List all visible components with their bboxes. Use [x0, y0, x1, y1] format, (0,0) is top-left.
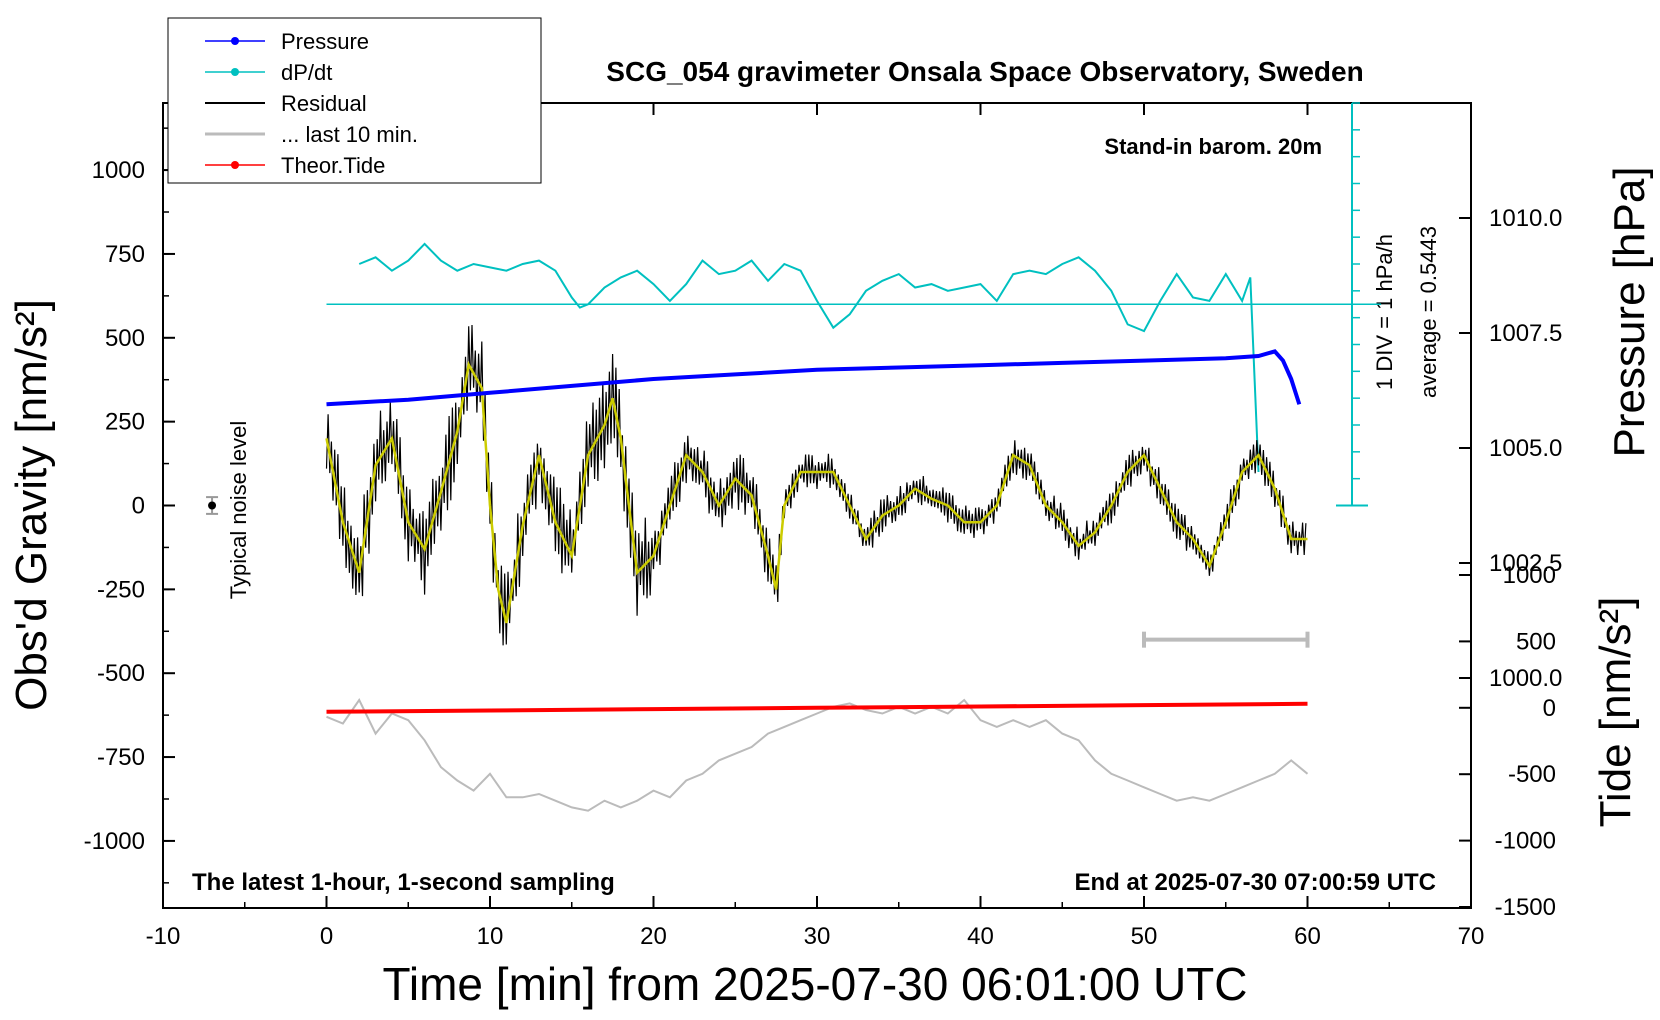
series-dpdt: [358, 242, 1260, 473]
x-tick-label: 0: [320, 923, 333, 950]
gravity-tick-label: -500: [97, 660, 145, 687]
div-scale-note: 1 DIV = 1 hPa/h: [1372, 234, 1397, 390]
x-tick-label: -10: [146, 923, 181, 950]
pressure-tick-label: 1005.0: [1489, 435, 1562, 462]
y-axis-label-pressure: Pressure [hPa]: [1605, 166, 1654, 457]
x-tick-label: 60: [1294, 923, 1321, 950]
x-tick-label: 30: [804, 923, 831, 950]
tide-tick-label: 1000: [1503, 562, 1556, 589]
legend-label: dP/dt: [281, 60, 332, 85]
gravity-tick-label: 500: [105, 325, 145, 352]
gravity-tick-label: 1000: [92, 157, 145, 184]
legend-label: Residual: [281, 91, 367, 116]
series-residual-smoothed: [325, 360, 1308, 624]
gravity-tick-label: -750: [97, 744, 145, 771]
x-tick-label: 40: [967, 923, 994, 950]
series-pressure: [326, 349, 1302, 407]
tide-tick-label: 0: [1543, 695, 1556, 722]
legend-marker: [231, 37, 239, 45]
noise-point: [208, 501, 217, 510]
x-tick-label: 10: [477, 923, 504, 950]
latest-note: The latest 1-hour, 1-second sampling: [192, 869, 615, 896]
gravity-tick-label: 250: [105, 409, 145, 436]
noise-note: Typical noise level: [226, 421, 251, 600]
average-note: average = 0.5443: [1416, 226, 1441, 398]
legend-label: ... last 10 min.: [281, 122, 418, 147]
tide-tick-label: -500: [1508, 761, 1556, 788]
barometer-note: Stand-in barom. 20m: [1104, 134, 1322, 159]
pressure-tick-label: 1002.5: [1489, 550, 1562, 577]
chart-title: SCG_054 gravimeter Onsala Space Observat…: [606, 56, 1363, 87]
legend-label: Theor.Tide: [281, 153, 385, 178]
x-tick-label: 20: [640, 923, 667, 950]
legend-marker: [231, 68, 239, 76]
gravity-tick-label: 750: [105, 241, 145, 268]
gravity-tick-label: -1000: [84, 828, 145, 855]
legend-box: [167, 17, 542, 184]
legend-label: Pressure: [281, 29, 369, 54]
pressure-tick-label: 1007.5: [1489, 320, 1562, 347]
series-last10: [326, 698, 1309, 812]
end-note: End at 2025-07-30 07:00:59 UTC: [1075, 869, 1437, 896]
tide-tick-label: 500: [1516, 628, 1556, 655]
tide-tick-label: -1000: [1495, 828, 1556, 855]
gravity-tick-label: 0: [132, 493, 145, 520]
y-axis-label-gravity: Obs'd Gravity [nm/s²]: [7, 299, 56, 711]
pressure-tick-label: 1000.0: [1489, 665, 1562, 692]
gravity-tick-label: -250: [97, 576, 145, 603]
x-tick-label: 70: [1458, 923, 1485, 950]
y-axis-label-tide: Tide [nm/s²]: [1591, 597, 1640, 828]
legend: Pressure dP/dt Residual ... last 10 min. The…: [167, 17, 542, 184]
pressure-tick-label: 1010.0: [1489, 205, 1562, 232]
series-tide: [326, 701, 1308, 714]
legend-marker: [231, 161, 239, 169]
x-tick-label: 50: [1131, 923, 1158, 950]
tide-tick-label: -1500: [1495, 894, 1556, 921]
x-axis-label: Time [min] from 2025-07-30 06:01:00 UTC: [383, 958, 1248, 1010]
